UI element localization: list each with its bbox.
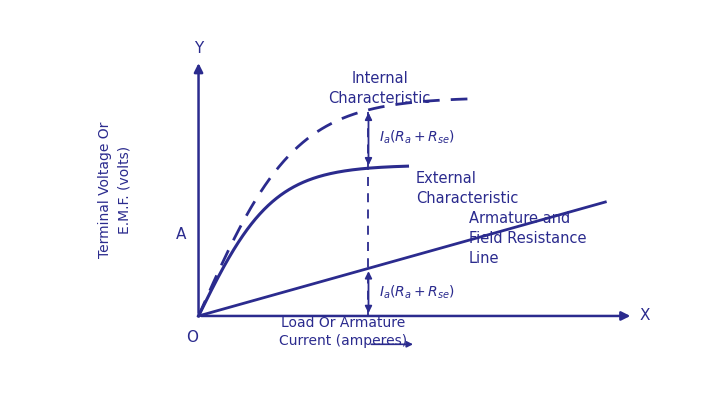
- Text: Internal
Characteristic: Internal Characteristic: [329, 71, 431, 106]
- Text: A: A: [176, 227, 186, 242]
- Text: O: O: [186, 330, 198, 345]
- Text: Y: Y: [194, 41, 203, 56]
- Text: Armature and
Field Resistance
Line: Armature and Field Resistance Line: [469, 211, 586, 266]
- Text: $I_a(R_a + R_{se})$: $I_a(R_a + R_{se})$: [378, 129, 454, 146]
- Text: X: X: [640, 308, 651, 324]
- Text: Load Or Armature
Current (amperes): Load Or Armature Current (amperes): [280, 316, 408, 348]
- Text: Terminal Voltage Or
E.M.F. (volts): Terminal Voltage Or E.M.F. (volts): [99, 122, 132, 258]
- Text: External
Characteristic: External Characteristic: [416, 171, 518, 206]
- Text: $I_a(R_a + R_{se})$: $I_a(R_a + R_{se})$: [378, 284, 454, 301]
